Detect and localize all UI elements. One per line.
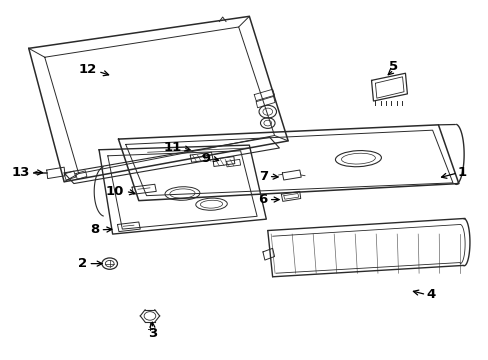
Text: 3: 3 bbox=[147, 327, 157, 340]
Text: 2: 2 bbox=[78, 257, 87, 270]
Text: 5: 5 bbox=[388, 60, 398, 73]
Text: 8: 8 bbox=[90, 223, 99, 236]
Text: 12: 12 bbox=[78, 63, 97, 76]
Text: 7: 7 bbox=[258, 170, 267, 183]
Text: 9: 9 bbox=[201, 152, 210, 165]
Text: 11: 11 bbox=[163, 141, 181, 154]
Text: 1: 1 bbox=[457, 166, 466, 179]
Text: 6: 6 bbox=[258, 193, 267, 206]
Text: 4: 4 bbox=[426, 288, 435, 301]
Text: 13: 13 bbox=[12, 166, 30, 179]
Text: 10: 10 bbox=[106, 185, 124, 198]
